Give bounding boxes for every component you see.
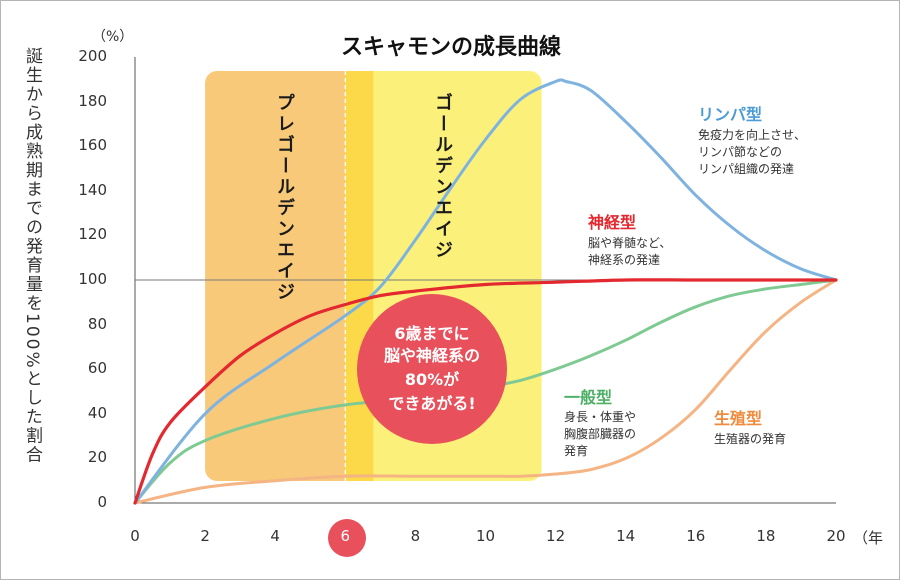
x-tick-label: 20 xyxy=(826,527,846,545)
series-desc-general: 身長・体重や 胸腹部臓器の 発育 xyxy=(564,409,636,460)
series-line-general xyxy=(133,278,838,505)
y-tick-label: 20 xyxy=(87,448,107,467)
series-desc-neural: 脳や脊髄など、 神経系の発達 xyxy=(588,235,671,269)
y-tick-label: 60 xyxy=(87,359,107,378)
band-pre-golden-age xyxy=(205,71,374,481)
series-label-reproductive: 生殖型 xyxy=(714,409,763,428)
band-label-golden-age: ゴールデンエイジ xyxy=(432,93,453,261)
desc-line: 胸腹部臓器の xyxy=(564,427,637,441)
y-tick-label: 160 xyxy=(78,136,107,155)
series-label-lymph: リンパ型 xyxy=(698,105,763,124)
series-desc-lymph: 免疫力を向上させ、 リンパ節などの リンパ組織の発達 xyxy=(698,127,806,178)
y-tick-label: 80 xyxy=(87,314,107,333)
x-tick-label: 8 xyxy=(410,527,421,545)
desc-line: リンパ節などの xyxy=(698,145,783,159)
band-overlap xyxy=(345,71,374,481)
series-line-neural xyxy=(133,278,838,505)
y-tick-label: 40 xyxy=(87,403,107,422)
y-tick-label: 180 xyxy=(78,91,107,110)
desc-line: 免疫力を向上させ、 xyxy=(698,128,807,142)
desc-line: 神経系の発達 xyxy=(588,253,661,267)
y-tick-label: 0 xyxy=(97,493,107,511)
callout-bubble: 6歳までに 脳や神経系の 80%が できあがる! xyxy=(357,294,507,444)
series-label-general: 一般型 xyxy=(564,388,613,407)
callout-line: 6歳までに xyxy=(394,324,470,343)
callout-line: 80%が xyxy=(404,370,460,389)
x-tick-label: 10 xyxy=(475,527,496,545)
desc-line: リンパ組織の発達 xyxy=(698,162,795,176)
x-tick-label: 12 xyxy=(546,527,566,545)
y-tick-label: 140 xyxy=(78,180,107,199)
y-tick-label: 120 xyxy=(78,225,107,244)
desc-line: 身長・体重や xyxy=(564,410,637,424)
y-tick-label: 200 xyxy=(78,47,107,65)
series-label-neural: 神経型 xyxy=(588,213,637,232)
callout-line: 脳や神経系の xyxy=(383,346,480,365)
desc-line: 生殖器の発育 xyxy=(714,432,787,446)
highlight-x-tick-circle xyxy=(328,519,366,557)
x-tick-label: 18 xyxy=(756,527,776,545)
x-tick-label: 4 xyxy=(270,527,280,545)
y-axis-label: 誕生から成熟期までの発育量を100%とした割合 xyxy=(22,47,42,465)
x-tick-label: 16 xyxy=(686,527,706,545)
x-tick-label: 14 xyxy=(616,527,636,545)
series-line-lymph xyxy=(133,78,838,505)
band-label-pre-golden-age: プレゴールデンエイジ xyxy=(274,93,295,303)
x-tick-label: 0 xyxy=(130,527,140,545)
y-tick-label: 100 xyxy=(78,270,107,288)
desc-line: 発育 xyxy=(564,444,589,458)
callout-line: できあがる! xyxy=(388,394,476,413)
series-desc-reproductive: 生殖器の発育 xyxy=(714,431,786,448)
series-line-reproductive xyxy=(133,278,838,505)
desc-line: 脳や脊髄など、 xyxy=(588,236,672,250)
x-tick-label: 6 xyxy=(340,527,351,545)
x-tick-label: 2 xyxy=(200,527,210,545)
y-unit-label: （%） xyxy=(92,29,134,45)
chart-title: スキャモンの成長曲線 xyxy=(341,35,562,60)
x-unit-label: （年 xyxy=(853,529,884,547)
